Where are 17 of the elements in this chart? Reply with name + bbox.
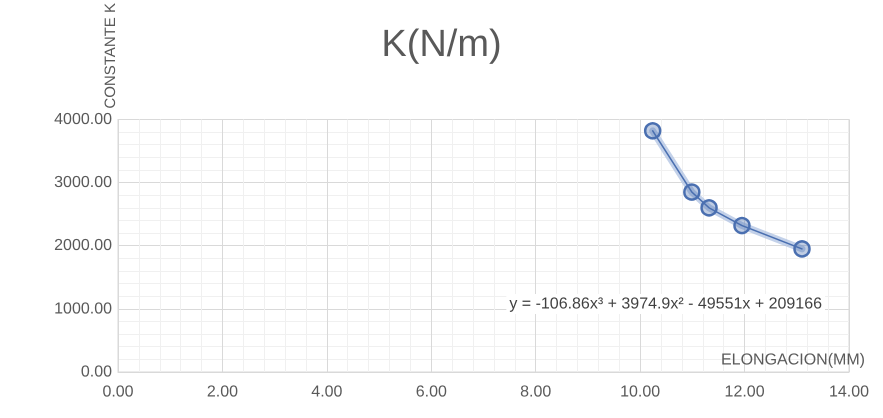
x-tick-label: 4.00 [311,384,343,400]
x-tick-label: 10.00 [620,384,660,400]
y-tick-label: 2000.00 [54,237,112,254]
y-tick-label: 0.00 [80,364,112,380]
x-tick-label: 8.00 [520,384,552,400]
y-tick-label: 1000.00 [54,300,112,318]
x-axis-title: ELONGACION(MM) [721,352,865,368]
x-tick-label: 14.00 [828,384,870,400]
y-tick-label: 4000.00 [54,110,112,128]
x-tick-label: 6.00 [416,384,447,400]
annotation: y = -106.86x³ + 3974.9x² - 49551x + 209166 [509,296,822,312]
chart-title: K(N/m) [381,23,502,65]
y-axis-title: CONSTANTE K [102,3,119,109]
x-tick-label: 0.00 [102,384,134,400]
x-tick-label: 2.00 [206,384,238,400]
x-tick-label: 12.00 [724,384,765,400]
y-tick-label: 3000.00 [54,174,112,192]
